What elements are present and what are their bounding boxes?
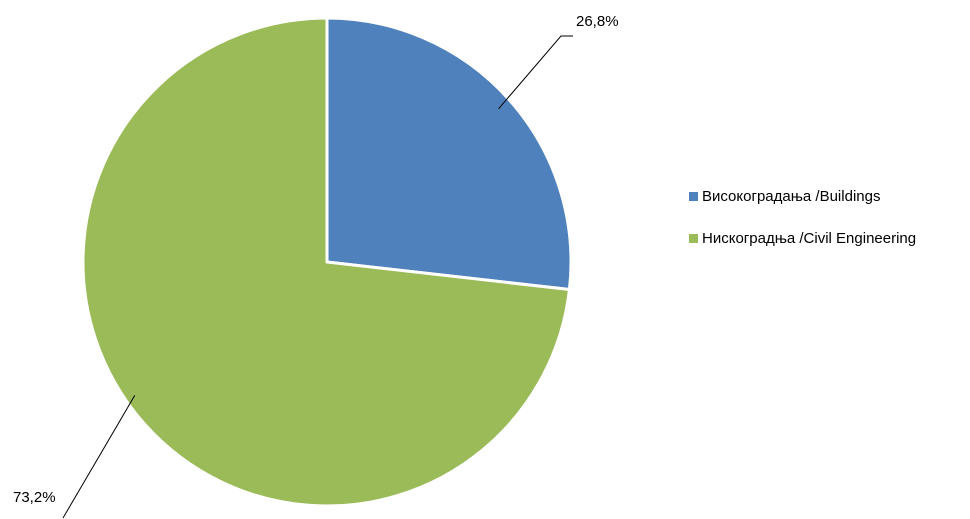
legend-label-civil-engineering: Нискоградња /Civil Engineering <box>702 229 917 247</box>
pie-slice-buildings <box>325 16 573 292</box>
legend-item-buildings: Високоградања /Buildings <box>689 186 916 206</box>
data-labels: 26,8% 73,2% <box>13 13 619 506</box>
legend-swatch-buildings <box>689 191 698 201</box>
legend-swatch-civil-engineering <box>689 233 698 243</box>
leader-line-civil-engineering <box>62 395 136 519</box>
leader-lines <box>62 35 573 519</box>
pie-slice-civil-engineering <box>81 16 571 508</box>
legend-label-buildings: Високоградања /Buildings <box>702 187 881 205</box>
data-label-buildings: 26,8% <box>576 13 619 30</box>
leader-line-buildings <box>498 35 573 110</box>
data-label-civil-engineering: 73,2% <box>13 489 56 506</box>
legend: Високоградања /Buildings Нискоградња /Ci… <box>689 186 916 270</box>
legend-item-civil-engineering: Нискоградња /Civil Engineering <box>689 228 916 248</box>
pie-slices <box>81 16 573 508</box>
